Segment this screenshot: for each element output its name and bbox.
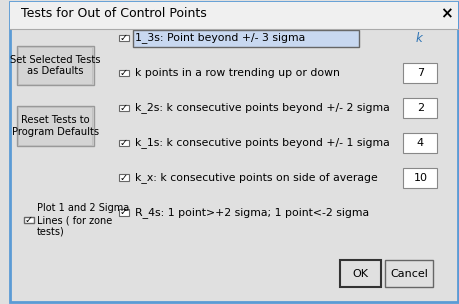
- Text: 2: 2: [416, 103, 423, 112]
- FancyBboxPatch shape: [340, 260, 380, 287]
- FancyBboxPatch shape: [118, 105, 128, 111]
- Text: 1_3s: Point beyond +/- 3 sigma: 1_3s: Point beyond +/- 3 sigma: [135, 32, 305, 43]
- Text: ✓: ✓: [119, 33, 127, 43]
- FancyBboxPatch shape: [118, 70, 128, 76]
- Text: 7: 7: [416, 68, 423, 78]
- FancyBboxPatch shape: [17, 46, 94, 85]
- Text: Reset Tests to
Program Defaults: Reset Tests to Program Defaults: [12, 115, 99, 137]
- Text: 10: 10: [413, 173, 426, 182]
- Text: k_2s: k consecutive points beyond +/- 2 sigma: k_2s: k consecutive points beyond +/- 2 …: [135, 102, 389, 113]
- Text: ✓: ✓: [119, 208, 127, 217]
- FancyBboxPatch shape: [118, 209, 128, 216]
- Text: Plot 1 and 2 Sigma
Lines ( for zone
tests): Plot 1 and 2 Sigma Lines ( for zone test…: [37, 203, 129, 237]
- FancyBboxPatch shape: [23, 217, 34, 223]
- Text: ✓: ✓: [119, 138, 127, 147]
- Text: 4: 4: [416, 138, 423, 147]
- FancyBboxPatch shape: [118, 174, 128, 181]
- FancyBboxPatch shape: [133, 30, 358, 47]
- FancyBboxPatch shape: [403, 63, 437, 83]
- Text: Tests for Out of Control Points: Tests for Out of Control Points: [21, 7, 207, 20]
- Text: ✓: ✓: [119, 103, 127, 112]
- FancyBboxPatch shape: [118, 140, 128, 146]
- Text: Set Selected Tests
as Defaults: Set Selected Tests as Defaults: [10, 54, 101, 76]
- FancyBboxPatch shape: [403, 98, 437, 118]
- Text: OK: OK: [352, 269, 368, 278]
- FancyBboxPatch shape: [17, 106, 94, 146]
- Text: R_4s: 1 point>+2 sigma; 1 point<-2 sigma: R_4s: 1 point>+2 sigma; 1 point<-2 sigma: [135, 207, 369, 218]
- Text: k: k: [415, 32, 422, 44]
- Text: k points in a row trending up or down: k points in a row trending up or down: [135, 68, 340, 78]
- Text: ×: ×: [439, 6, 452, 21]
- FancyBboxPatch shape: [403, 133, 437, 153]
- FancyBboxPatch shape: [385, 260, 432, 287]
- Text: k_1s: k consecutive points beyond +/- 1 sigma: k_1s: k consecutive points beyond +/- 1 …: [135, 137, 389, 148]
- Text: ✓: ✓: [119, 68, 127, 78]
- Text: k_x: k consecutive points on side of average: k_x: k consecutive points on side of ave…: [135, 172, 377, 183]
- FancyBboxPatch shape: [118, 35, 128, 41]
- Text: Cancel: Cancel: [389, 269, 427, 278]
- Text: ✓: ✓: [119, 173, 127, 182]
- FancyBboxPatch shape: [10, 2, 457, 302]
- FancyBboxPatch shape: [403, 168, 437, 188]
- Text: ✓: ✓: [24, 215, 33, 225]
- FancyBboxPatch shape: [10, 2, 457, 29]
